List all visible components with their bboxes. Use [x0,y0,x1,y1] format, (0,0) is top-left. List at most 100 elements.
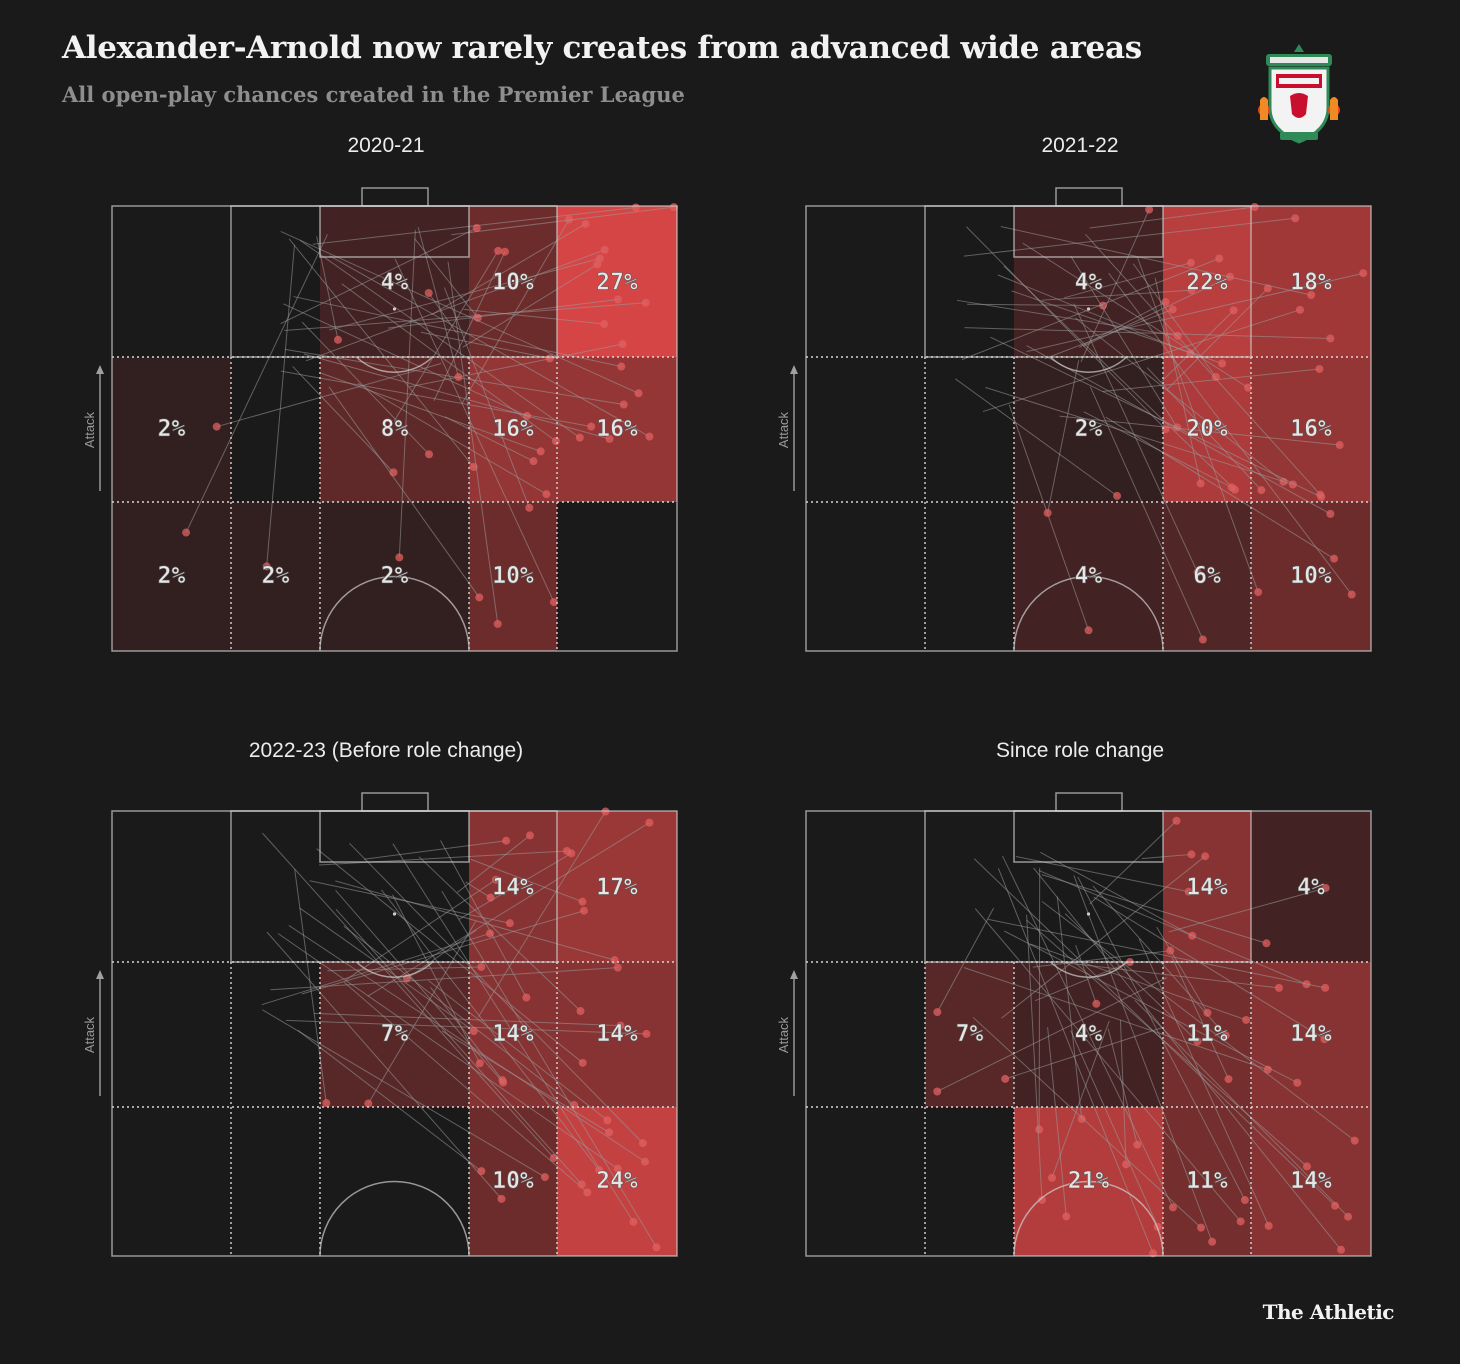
pass-arrow [266,931,502,1200]
pass-origin-dot [499,1078,508,1087]
pass-arrow [367,921,477,1104]
attack-arrowhead [790,365,798,374]
pass-origin-dot [1035,1125,1044,1134]
pass-arrow [1065,962,1280,989]
pass-origin-dot [600,320,609,329]
pass-origin-dot [1250,202,1259,211]
pass-arrow [966,226,1167,430]
pass-origin-dot [1359,269,1368,278]
pass-origin-dot [505,919,514,928]
zone-label-r0-c3: 14% [492,875,534,901]
pass-origin-dot [1224,1075,1233,1084]
pass-arrow [1030,943,1247,1021]
pass-origin-dot [1201,852,1210,861]
pass-arrow [185,234,328,533]
pass-origin-dot [475,1059,484,1068]
pass-arrow [417,227,459,378]
center-circle [1013,1180,1164,1257]
pass-origin-dot [618,340,627,349]
pass-arrow [1108,272,1353,595]
pass-origin-dot [1193,568,1202,577]
pass-origin-dot [645,818,654,827]
pass-origin-dot [1293,1078,1302,1087]
zone-r2-c4 [557,502,677,651]
pass-arrow [1146,367,1262,491]
zone-r1-c0 [112,357,231,502]
pass-origin-dot [565,215,574,224]
pass-arrow [349,842,644,1144]
pass-origin-dot [525,831,534,840]
pass-arrow [1047,360,1080,513]
pass-origin-dot [395,553,404,562]
pass-origin-dot [1218,359,1227,368]
zone-r1-c1 [231,962,320,1107]
pass-origin-dot [613,963,622,972]
pass-origin-dot [491,875,500,884]
pass-arrow [1141,853,1192,860]
pass-origin-dot [619,400,628,409]
pass-arrow [1078,301,1166,348]
zone-r2-c1 [925,1107,1014,1256]
zone-label-r2-c4: 10% [1290,563,1332,589]
zone-r0-c4 [1251,811,1371,962]
pass-origin-dot [1330,554,1339,563]
zone-r1-c2 [320,962,469,1107]
pass-origin-dot [1321,983,1330,992]
pass-origin-dot [1084,626,1093,635]
pass-arrow [329,258,600,331]
pass-arrow [1051,1020,1110,1178]
pass-arrow [1022,242,1249,389]
pass-origin-dot [605,1128,614,1137]
pass-origin-dot [1047,1173,1056,1182]
zone-r1-c1 [231,357,320,502]
pass-arrow [477,811,606,1018]
pass-arrow [1089,386,1204,640]
pass-arrow [1000,226,1312,296]
pass-origin-dot [933,1008,942,1017]
pass-origin-dot [1240,1196,1249,1205]
pass-origin-dot [212,422,221,431]
pass-origin-dot [454,373,463,382]
pass-arrow [394,258,555,603]
pitch-2021-22: 4% 22% 18% 2% 20% 16% 4% 6% 10% Attack [776,187,1372,652]
penalty-arc [355,356,434,373]
pass-origin-dot [529,457,538,466]
pass-origin-dot [1133,1140,1142,1149]
attack-label: Attack [82,411,97,448]
pass-arrow [409,343,623,388]
pass-arrow [329,255,650,438]
pass-arrow [303,353,610,440]
pass-origin-dot [1172,816,1181,825]
panel-title-since-role-change: Since role change [995,739,1165,762]
pass-origin-dot [1229,306,1238,315]
pass-arrow [364,840,507,860]
pass-arrow [357,382,547,495]
zone-r0-c4 [1251,206,1371,357]
zone-r2-c1 [231,502,320,651]
pass-origin-dot [1187,286,1196,295]
pass-origin-dot [1331,1201,1340,1210]
pass-arrow [398,229,416,558]
pass-arrow [313,1012,621,1027]
pass-arrow [299,907,474,1032]
pass-origin-dot [1198,635,1207,644]
pass-origin-dot [1291,214,1300,223]
pass-origin-dot [577,1180,586,1189]
pass-origin-dot [1326,509,1335,518]
zone-label-r2-c1: 2% [262,563,290,589]
pass-arrow [1003,265,1236,491]
pass-origin-dot [578,897,587,906]
pass-origin-dot [1236,1217,1245,1226]
pass-origin-dot [322,1099,331,1108]
pass-arrow [343,925,575,1106]
goal [361,792,429,812]
pass-origin-dot [540,1173,549,1182]
pass-arrow [418,856,581,1012]
pass-origin-dot [1145,205,1154,214]
pass-arrow [1070,1030,1159,1228]
zone-r0-c0 [806,206,925,357]
pass-origin-dot [477,962,486,971]
pass-origin-dot [613,1164,622,1173]
pass-origin-dot [600,245,609,254]
zone-label-r1-c2: 8% [381,416,409,442]
